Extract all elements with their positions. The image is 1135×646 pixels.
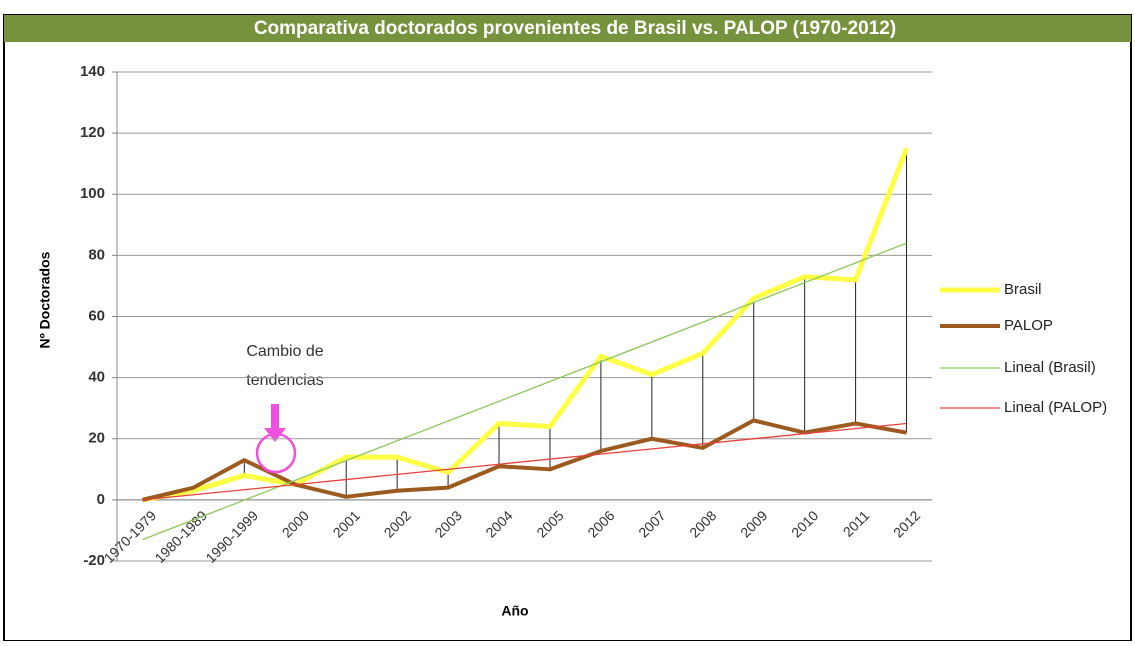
chart-title: Comparativa doctorados provenientes de B… — [254, 18, 896, 39]
trendline — [142, 422, 907, 501]
y-tick-label: 0 — [97, 491, 105, 508]
trendline — [142, 242, 907, 541]
y-tick-label: 60 — [88, 307, 105, 324]
legend-label: Lineal (PALOP) — [1004, 399, 1107, 416]
annotation-arrow — [271, 404, 279, 428]
y-tick-label: 40 — [88, 369, 105, 386]
annotation: Cambio de — [246, 343, 323, 360]
y-tick-label: 140 — [80, 63, 105, 80]
y-tick-label: -20 — [83, 552, 105, 569]
title-bar — [4, 15, 1131, 42]
y-axis-title: Nº Doctorados — [37, 251, 53, 348]
annotation: tendencias — [246, 372, 323, 389]
annotation-circle — [255, 432, 297, 474]
y-tick-label: 120 — [80, 124, 105, 141]
x-axis-title: Año — [501, 603, 528, 619]
legend-label: Lineal (Brasil) — [1004, 359, 1096, 376]
series-line — [142, 418, 907, 502]
series-line — [142, 147, 909, 503]
y-tick-label: 20 — [88, 430, 105, 447]
y-tick-label: 100 — [80, 185, 105, 202]
legend-label: Brasil — [1004, 281, 1042, 298]
legend-label: PALOP — [1004, 317, 1053, 334]
y-tick-label: 80 — [88, 246, 105, 263]
